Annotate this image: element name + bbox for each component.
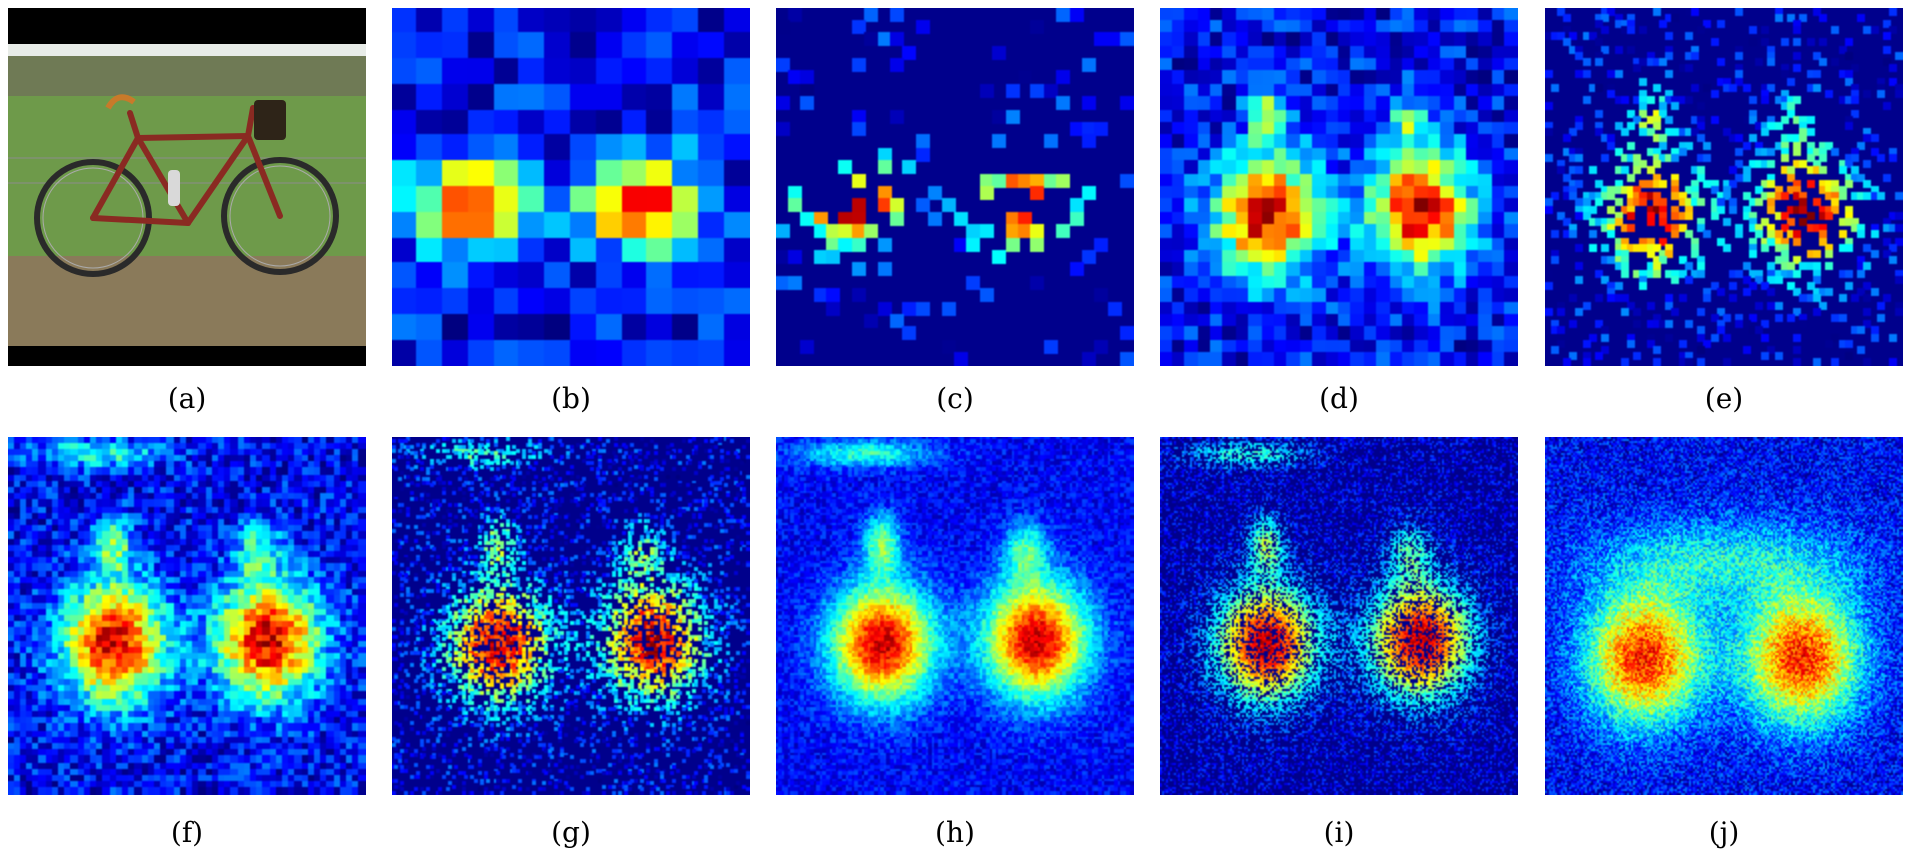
caption-a: (a) (167, 382, 207, 415)
heatmap-b (392, 8, 750, 366)
bicycle-photo (8, 8, 366, 366)
caption-g: (g) (551, 816, 591, 849)
heatmap-f (8, 437, 366, 795)
caption-b: (b) (551, 382, 591, 415)
heatmap-canvas-c (776, 8, 1134, 366)
heatmap-canvas-d (1160, 8, 1518, 366)
heatmap-canvas-e (1545, 8, 1903, 366)
caption-d: (d) (1319, 382, 1359, 415)
heatmap-g (392, 437, 750, 795)
heatmap-d (1160, 8, 1518, 366)
caption-i: (i) (1323, 816, 1355, 849)
caption-f: (f) (170, 816, 204, 849)
caption-e: (e) (1704, 382, 1744, 415)
caption-j: (j) (1708, 816, 1740, 849)
caption-h: (h) (935, 816, 975, 849)
heatmap-canvas-f (8, 437, 366, 795)
heatmap-j (1545, 437, 1903, 795)
heatmap-e (1545, 8, 1903, 366)
heatmap-c (776, 8, 1134, 366)
caption-c: (c) (936, 382, 974, 415)
heatmap-canvas-h (776, 437, 1134, 795)
heatmap-canvas-i (1160, 437, 1518, 795)
heatmap-canvas-b (392, 8, 750, 366)
heatmap-i (1160, 437, 1518, 795)
heatmap-canvas-j (1545, 437, 1903, 795)
heatmap-h (776, 437, 1134, 795)
heatmap-canvas-g (392, 437, 750, 795)
